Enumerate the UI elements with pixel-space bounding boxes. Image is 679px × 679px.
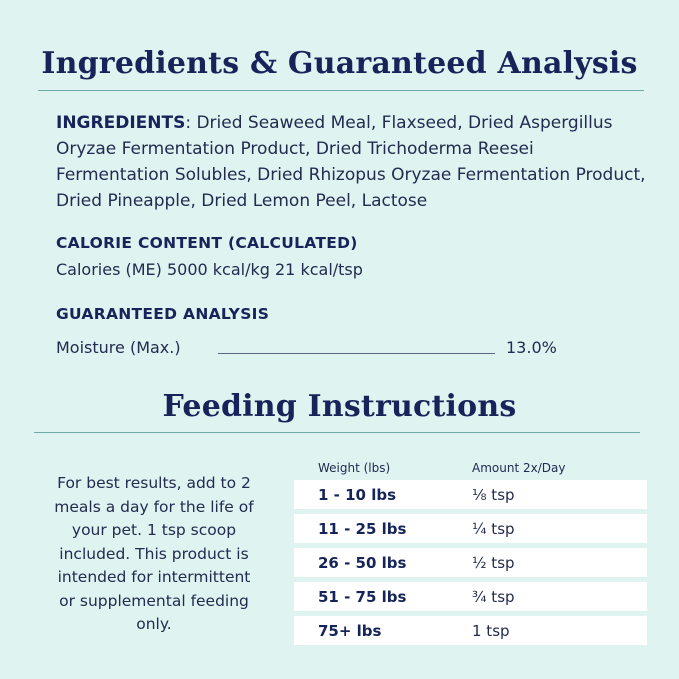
- row-amount: ½ tsp: [472, 554, 515, 572]
- ingredients-paragraph: INGREDIENTS: Dried Seaweed Meal, Flaxsee…: [56, 110, 646, 214]
- row-weight: 11 - 25 lbs: [318, 520, 407, 538]
- ingredients-text: : Dried Seaweed Meal, Flaxseed, Dried As…: [56, 113, 646, 211]
- guaranteed-analysis-heading: GUARANTEED ANALYSIS: [56, 305, 270, 323]
- feeding-note: For best results, add to 2 meals a day f…: [54, 474, 254, 633]
- weight-column-header: Weight (lbs): [318, 461, 391, 475]
- table-row: 51 - 75 lbs ¾ tsp: [294, 582, 647, 611]
- analysis-title: Ingredients & Guaranteed Analysis: [41, 46, 638, 81]
- ingredients-label: INGREDIENTS: [56, 113, 186, 133]
- calorie-text: Calories (ME) 5000 kcal/kg 21 kcal/tsp: [56, 260, 363, 279]
- row-weight: 1 - 10 lbs: [318, 486, 397, 504]
- analysis-divider: [38, 90, 644, 91]
- row-amount: 1 tsp: [472, 622, 510, 640]
- row-weight: 75+ lbs: [318, 622, 382, 640]
- moisture-label: Moisture (Max.): [56, 338, 181, 357]
- moisture-value: 13.0%: [506, 338, 557, 357]
- table-row: 75+ lbs 1 tsp: [294, 616, 647, 645]
- table-row: 1 - 10 lbs ⅛ tsp: [294, 480, 647, 509]
- feeding-title: Feeding Instructions: [162, 389, 517, 424]
- row-amount: ⅛ tsp: [472, 486, 515, 504]
- table-row: 26 - 50 lbs ½ tsp: [294, 548, 647, 577]
- amount-column-header: Amount 2x/Day: [472, 461, 566, 475]
- row-amount: ¾ tsp: [472, 588, 515, 606]
- row-weight: 51 - 75 lbs: [318, 588, 407, 606]
- moisture-leader-line: [218, 353, 495, 354]
- calorie-heading: CALORIE CONTENT (CALCULATED): [56, 234, 358, 252]
- feeding-divider: [34, 432, 640, 433]
- row-amount: ¼ tsp: [472, 520, 515, 538]
- row-weight: 26 - 50 lbs: [318, 554, 407, 572]
- table-row: 11 - 25 lbs ¼ tsp: [294, 514, 647, 543]
